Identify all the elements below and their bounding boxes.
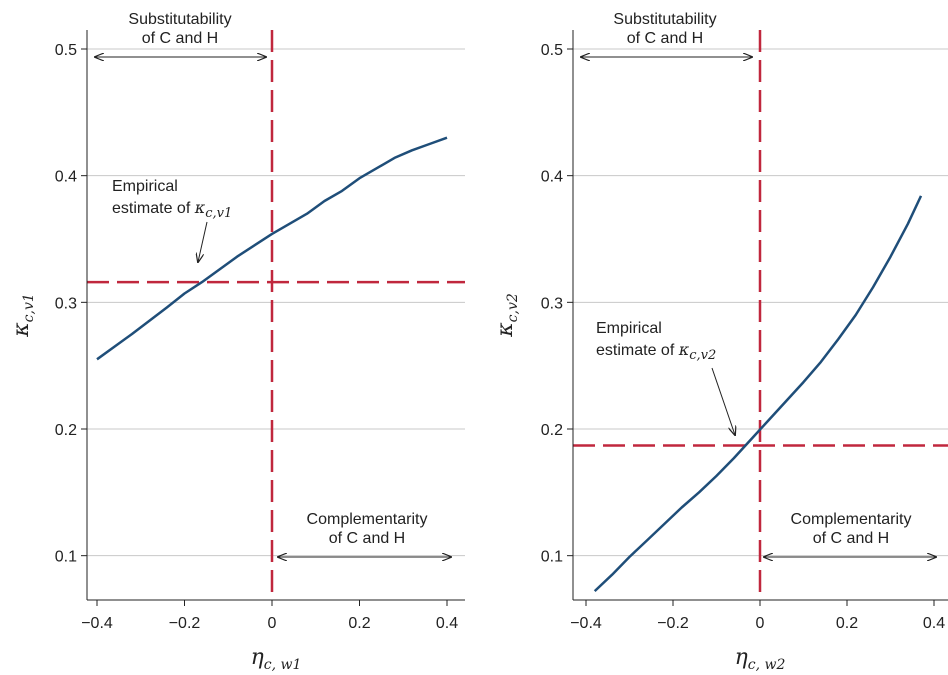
annotation-estimate-1: Empirical [112,178,178,195]
annotation-estimate-2: estimate of κc,v1 [112,198,232,221]
x-tick-label: −0.4 [81,615,113,632]
annotation-complementarity: Complementarity [791,511,912,528]
y-tick-label: 0.1 [541,549,563,566]
series-line [96,136,448,361]
annotation-substitutability-2: of C and H [142,30,218,47]
x-tick-label: −0.2 [169,615,201,632]
annotation-complementarity-2: of C and H [813,530,889,547]
x-axis-title: ηc, w1 [251,645,302,673]
estimate-arrow [711,367,735,435]
annotation-complementarity: Complementarity [307,511,428,528]
y-tick-label: 0.4 [55,169,77,186]
annotation-complementarity-2: of C and H [329,530,405,547]
annotation-substitutability: Substitutability [613,11,716,28]
y-axis-title: κc,v1 [9,293,37,338]
refs-right [573,30,948,600]
annotation-substitutability: Substitutability [128,11,231,28]
y-tick-label: 0.3 [55,295,77,312]
x-tick-label: 0.2 [836,615,858,632]
annotation-substitutability-2: of C and H [627,30,703,47]
annotation-estimate-2: estimate of κc,v2 [596,340,716,363]
y-tick-label: 0.5 [541,42,563,59]
x-tick-label: 0 [756,615,765,632]
ticks-right: 0.1 0.2 0.3 0.4 0.5 −0.4 −0.2 0 0.2 0.4 [541,42,945,632]
chart-right: 0.1 0.2 0.3 0.4 0.5 −0.4 −0.2 0 0.2 0.4 ηc, w2 κc… [493,11,948,673]
x-tick-label: −0.2 [657,615,689,632]
axes-left [86,30,465,601]
series-left [96,136,448,361]
series-line [593,195,923,593]
y-axis-title: κc,v2 [493,293,521,338]
y-tick-label: 0.3 [541,295,563,312]
y-tick-label: 0.2 [55,422,77,439]
estimate-arrow [198,221,208,262]
x-tick-label: 0.2 [348,615,370,632]
ticks-left: 0.1 0.2 0.3 0.4 0.5 −0.4 −0.2 0 0.2 0.4 [55,42,458,632]
grid-left [87,48,465,557]
y-tick-label: 0.1 [55,549,77,566]
refs-left [87,30,465,600]
x-tick-label: 0 [268,615,277,632]
y-tick-label: 0.4 [541,169,563,186]
chart-left: 0.1 0.2 0.3 0.4 0.5 −0.4 −0.2 0 0.2 0.4 ηc, w1 κc… [9,11,465,673]
x-tick-label: −0.4 [570,615,602,632]
y-tick-label: 0.5 [55,42,77,59]
y-tick-label: 0.2 [541,422,563,439]
x-tick-label: 0.4 [923,615,945,632]
annotation-estimate-1: Empirical [596,320,662,337]
x-axis-title: ηc, w2 [735,645,786,673]
series-right [593,195,923,593]
x-tick-label: 0.4 [436,615,458,632]
